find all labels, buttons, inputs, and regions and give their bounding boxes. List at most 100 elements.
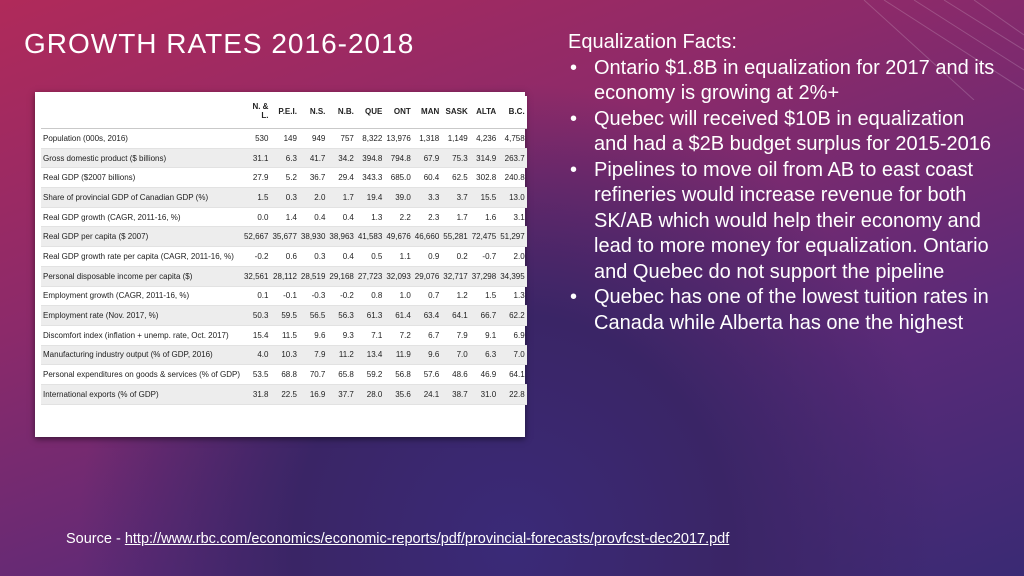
column-header: MAN: [412, 96, 442, 129]
table-cell: 31.0: [469, 384, 499, 405]
table-cell: 49,676: [384, 226, 413, 248]
table-cell: 32,093: [384, 266, 413, 287]
source-prefix: Source -: [66, 531, 125, 547]
table-cell: 314.9: [469, 148, 499, 169]
table-cell: 61.4: [384, 305, 413, 326]
table-cell: 3.7: [441, 187, 470, 208]
table-cell: 46.9: [469, 364, 499, 385]
table-cell: 15.5: [469, 187, 499, 208]
table-cell: 16.9: [298, 384, 328, 405]
table-row: Real GDP per capita ($ 2007) 52,667 35,677…: [41, 226, 527, 248]
table-cell: 28.0: [355, 384, 385, 405]
row-label: Real GDP growth rate per capita (CAGR, 2…: [41, 246, 242, 267]
table-cell: 27.9: [241, 167, 271, 189]
source-link[interactable]: http://www.rbc.com/economics/economic-re…: [124, 531, 730, 547]
bullet-icon: •: [570, 158, 578, 181]
table-cell: 51,297: [498, 226, 527, 248]
table-cell: 60.4: [412, 167, 442, 189]
table-row: Discomfort index (inflation + unemp. rat…: [41, 325, 527, 346]
table-cell: 949: [298, 128, 328, 149]
table-cell: 57.6: [412, 364, 442, 385]
table-cell: 39.0: [384, 187, 413, 208]
table-cell: 9.1: [469, 325, 499, 346]
table-cell: 3.3: [412, 187, 442, 208]
column-header: N. & L.: [241, 96, 271, 129]
table-cell: 2.2: [384, 207, 413, 228]
table-cell: -0.2: [241, 246, 271, 267]
table-cell: 28,519: [298, 266, 328, 287]
table-cell: 0.7: [412, 286, 442, 307]
table-cell: -0.3: [298, 286, 328, 307]
table-cell: 0.3: [270, 187, 299, 208]
column-header: QUE: [355, 96, 385, 129]
table-cell: 1.6: [469, 207, 499, 228]
table-cell: 2.3: [412, 207, 442, 228]
table-cell: 1,318: [412, 128, 442, 149]
table-cell: 28,112: [270, 266, 299, 287]
decorative-corner-lines: [863, 0, 1024, 100]
table-cell: 48.6: [441, 364, 470, 385]
table-cell: 1.7: [441, 207, 470, 228]
table-cell: 64.1: [498, 364, 527, 385]
table-cell: 1.0: [384, 286, 413, 307]
table-cell: 34,395: [498, 266, 527, 287]
table-cell: 37.7: [327, 384, 356, 405]
fact-text: Ontario $1.8B in equalization for 2017 a…: [594, 56, 995, 105]
table-cell: 1,149: [441, 128, 470, 149]
facts-bullet-list: • Ontario $1.8B in equalization for 2017 …: [568, 56, 998, 337]
table-cell: 6.7: [412, 325, 442, 346]
column-header-label: [41, 96, 242, 129]
table-cell: 0.9: [412, 246, 442, 267]
table-cell: 6.3: [469, 345, 499, 366]
table-cell: 53.5: [241, 364, 271, 385]
table-cell: -0.1: [270, 286, 299, 307]
table-cell: 6.9: [498, 325, 527, 346]
table-cell: 27,723: [355, 266, 385, 287]
table-cell: 31.8: [241, 384, 271, 405]
table-cell: 7.1: [355, 325, 385, 346]
table-cell: 4,236: [469, 128, 499, 149]
table-cell: 56.5: [298, 305, 328, 326]
table-cell: 63.4: [412, 305, 442, 326]
table-cell: 66.7: [469, 305, 499, 326]
table-cell: 0.3: [298, 246, 328, 267]
row-label: Personal disposable income per capita ($…: [41, 266, 242, 287]
fact-item: • Pipelines to move oil from AB to east c…: [568, 158, 998, 286]
row-label: Discomfort index (inflation + unemp. rat…: [41, 325, 242, 346]
row-label: International exports (% of GDP): [41, 384, 242, 405]
row-label: Real GDP ($2007 billions): [41, 167, 242, 189]
column-header: N.B.: [327, 96, 356, 129]
table-cell: 72,475: [469, 226, 499, 248]
table-cell: 11.2: [327, 345, 356, 366]
table-row: Real GDP growth rate per capita (CAGR, 2…: [41, 246, 527, 267]
table-cell: 46,660: [412, 226, 442, 248]
table-cell: 1.5: [469, 286, 499, 307]
table-cell: 31.1: [241, 148, 271, 169]
table-cell: 7.0: [498, 345, 527, 366]
row-label: Real GDP growth (CAGR, 2011-16, %): [41, 207, 242, 228]
table-cell: 19.4: [355, 187, 385, 208]
fact-text: Quebec has one of the lowest tuition rat…: [594, 286, 989, 334]
column-header: ALTA: [469, 96, 499, 129]
table-cell: 56.8: [384, 364, 413, 385]
table-cell: -0.2: [327, 286, 356, 307]
table-cell: 0.1: [241, 286, 271, 307]
bullet-icon: •: [570, 107, 578, 130]
table-cell: 10.3: [270, 345, 299, 366]
column-header: B.C.: [498, 96, 527, 129]
table-row: Personal disposable income per capita ($…: [41, 266, 527, 287]
row-label: Population (000s, 2016): [41, 128, 242, 149]
table-cell: 13.4: [355, 345, 385, 366]
column-header: ONT: [384, 96, 413, 129]
table-cell: 0.4: [327, 246, 356, 267]
table-cell: 35.6: [384, 384, 413, 405]
column-header: SASK: [441, 96, 470, 129]
table-cell: 13,976: [384, 128, 413, 149]
table-row: Population (000s, 2016) 530 149 949 757 8,322…: [41, 128, 527, 149]
fact-item: • Quebec will received $10B in equalizati…: [568, 107, 998, 158]
table-row: Manufacturing industry output (% of GDP,…: [41, 345, 527, 366]
table-cell: 29.4: [327, 167, 356, 189]
table-cell: 1.3: [498, 286, 527, 307]
table-cell: 32,561: [241, 266, 271, 287]
table-cell: 67.9: [412, 148, 442, 169]
